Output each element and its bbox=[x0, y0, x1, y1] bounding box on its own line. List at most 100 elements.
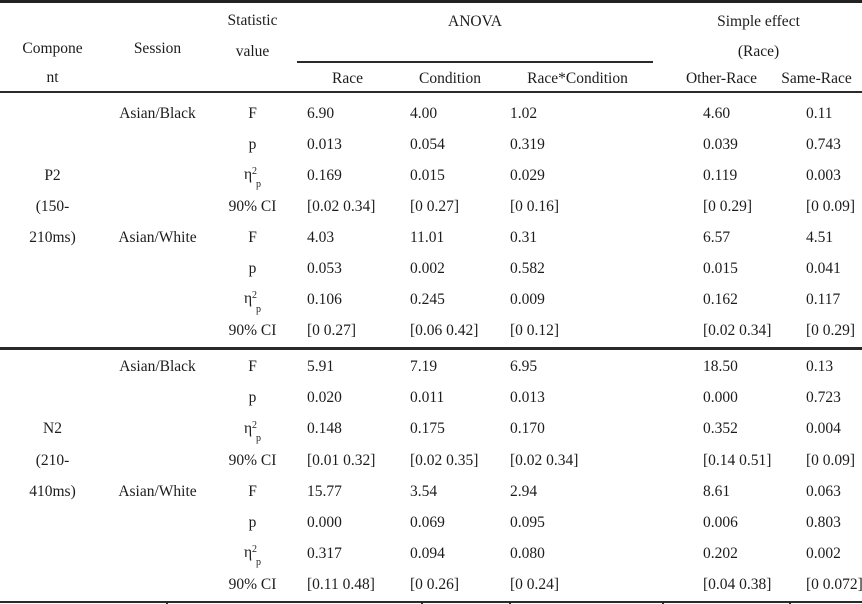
component-cell: (210- bbox=[35, 451, 70, 469]
session-cell: Asian/Black bbox=[119, 104, 196, 122]
statistic-label-cell: F bbox=[248, 358, 257, 376]
component-cell: P2 bbox=[44, 166, 61, 184]
column-edge-tick bbox=[509, 602, 511, 604]
value-cell: 15.77 bbox=[307, 482, 342, 500]
value-cell: 0.106 bbox=[307, 291, 342, 309]
value-cell: 0.002 bbox=[806, 544, 841, 562]
value-cell: 0.015 bbox=[703, 260, 738, 278]
component-cell: N2 bbox=[43, 420, 62, 438]
value-cell: 0.743 bbox=[806, 135, 841, 153]
header-col-condition: Condition bbox=[418, 70, 481, 87]
value-cell: 0.31 bbox=[510, 228, 538, 246]
statistic-label-cell: 90% CI bbox=[228, 197, 277, 215]
statistic-label-cell: F bbox=[248, 228, 257, 246]
statistic-label-cell: η2p bbox=[243, 544, 262, 569]
value-cell: 0.317 bbox=[307, 544, 342, 562]
table-row: P2 η2p 0.169 0.015 0.029 0.119 0.003 bbox=[0, 160, 862, 191]
component-section: Asian/Black F 6.90 4.00 1.02 4.60 0.11 p 0.013 0.… bbox=[0, 93, 862, 347]
value-cell: 0.169 bbox=[307, 166, 342, 184]
value-cell: 0.039 bbox=[703, 135, 738, 153]
value-cell: 0.053 bbox=[307, 260, 342, 278]
value-cell: 0.063 bbox=[806, 482, 841, 500]
table-row: p 0.000 0.069 0.095 0.006 0.803 bbox=[0, 507, 862, 538]
statistic-label-cell: p bbox=[248, 513, 257, 531]
statistic-label-cell: 90% CI bbox=[228, 451, 277, 469]
header-statistic: Statistic value bbox=[210, 5, 295, 67]
value-cell: [0.02 0.34] bbox=[510, 451, 579, 469]
table-row: 210ms) Asian/White F 4.03 11.01 0.31 6.57 4.51 bbox=[0, 222, 862, 253]
value-cell: 6.95 bbox=[510, 358, 538, 376]
value-cell: 0.117 bbox=[806, 291, 841, 309]
value-cell: [0 0.24] bbox=[510, 575, 560, 593]
value-cell: 0.041 bbox=[806, 260, 841, 278]
value-cell: 0.202 bbox=[703, 544, 738, 562]
value-cell: 0.095 bbox=[510, 513, 545, 531]
value-cell: 1.02 bbox=[510, 104, 538, 122]
value-cell: 3.54 bbox=[410, 482, 438, 500]
session-cell: Asian/White bbox=[118, 228, 197, 246]
table-row: Asian/Black F 6.90 4.00 1.02 4.60 0.11 bbox=[0, 98, 862, 129]
value-cell: 5.91 bbox=[307, 358, 335, 376]
statistic-label-cell: 90% CI bbox=[228, 322, 277, 340]
table-bottom-rule bbox=[0, 600, 862, 603]
value-cell: 0.069 bbox=[410, 513, 445, 531]
value-cell: 4.51 bbox=[806, 228, 834, 246]
header-col-other-race: Other-Race bbox=[685, 70, 758, 87]
header-statistic-line1: Statistic bbox=[227, 12, 278, 29]
value-cell: 0.352 bbox=[703, 420, 738, 438]
value-cell: 0.015 bbox=[410, 166, 445, 184]
value-cell: [0 0.09] bbox=[806, 451, 856, 469]
value-cell: 0.170 bbox=[510, 420, 545, 438]
header-col-same-race: Same-Race bbox=[781, 70, 852, 87]
table-row: (150- 90% CI [0.02 0.34] [0 0.27] [0 0.16] [0… bbox=[0, 191, 862, 222]
component-cell: 210ms) bbox=[29, 228, 76, 246]
value-cell: 0.054 bbox=[410, 135, 445, 153]
value-cell: [0 0.27] bbox=[307, 322, 357, 340]
value-cell: 8.61 bbox=[703, 482, 731, 500]
bottom-ticks bbox=[0, 602, 862, 604]
value-cell: [0.14 0.51] bbox=[703, 451, 772, 469]
value-cell: [0.06 0.42] bbox=[410, 322, 479, 340]
value-cell: [0.02 0.34] bbox=[307, 197, 376, 215]
value-cell: 18.50 bbox=[703, 358, 738, 376]
value-cell: 0.002 bbox=[410, 260, 445, 278]
statistic-label-cell: p bbox=[248, 135, 257, 153]
value-cell: [0.11 0.48] bbox=[307, 575, 375, 593]
header-simple-effect-group: Simple effect (Race) bbox=[655, 7, 862, 67]
component-cell: (150- bbox=[35, 197, 70, 215]
value-cell: 0.006 bbox=[703, 513, 738, 531]
table-row: p 0.053 0.002 0.582 0.015 0.041 bbox=[0, 253, 862, 284]
header-col-race-condition: Race*Condition bbox=[527, 70, 628, 87]
table-row: (210- 90% CI [0.01 0.32] [0.02 0.35] [0.02 0… bbox=[0, 445, 862, 476]
value-cell: 2.94 bbox=[510, 482, 538, 500]
value-cell: 0.245 bbox=[410, 291, 445, 309]
value-cell: 0.013 bbox=[307, 135, 342, 153]
value-cell: 0.020 bbox=[307, 389, 342, 407]
value-cell: 0.803 bbox=[806, 513, 841, 531]
value-cell: [0.02 0.34] bbox=[703, 322, 772, 340]
value-cell: 0.000 bbox=[307, 513, 342, 531]
session-cell: Asian/White bbox=[118, 482, 197, 500]
value-cell: [0 0.29] bbox=[806, 322, 856, 340]
value-cell: 0.080 bbox=[510, 544, 545, 562]
table-body: Asian/Black F 6.90 4.00 1.02 4.60 0.11 p 0.013 0.… bbox=[0, 93, 862, 601]
header-anova-group: ANOVA bbox=[448, 13, 502, 30]
table-row: p 0.013 0.054 0.319 0.039 0.743 bbox=[0, 129, 862, 160]
statistic-label-cell: p bbox=[248, 389, 257, 407]
header-component-line1: Compone bbox=[22, 40, 83, 57]
table-row: 90% CI [0 0.27] [0.06 0.42] [0 0.12] [0.02 0… bbox=[0, 316, 862, 347]
value-cell: 0.029 bbox=[510, 166, 545, 184]
value-cell: 0.004 bbox=[806, 420, 841, 438]
value-cell: [0 0.27] bbox=[410, 197, 460, 215]
value-cell: 0.011 bbox=[410, 389, 445, 407]
anova-spanner-rule bbox=[297, 61, 653, 63]
value-cell: 4.00 bbox=[410, 104, 438, 122]
column-edge-tick bbox=[789, 602, 791, 604]
value-cell: 0.13 bbox=[806, 358, 834, 376]
value-cell: 4.60 bbox=[703, 104, 731, 122]
value-cell: 0.723 bbox=[806, 389, 841, 407]
value-cell: 0.162 bbox=[703, 291, 738, 309]
session-cell: Asian/Black bbox=[119, 358, 196, 376]
value-cell: [0.01 0.32] bbox=[307, 451, 376, 469]
